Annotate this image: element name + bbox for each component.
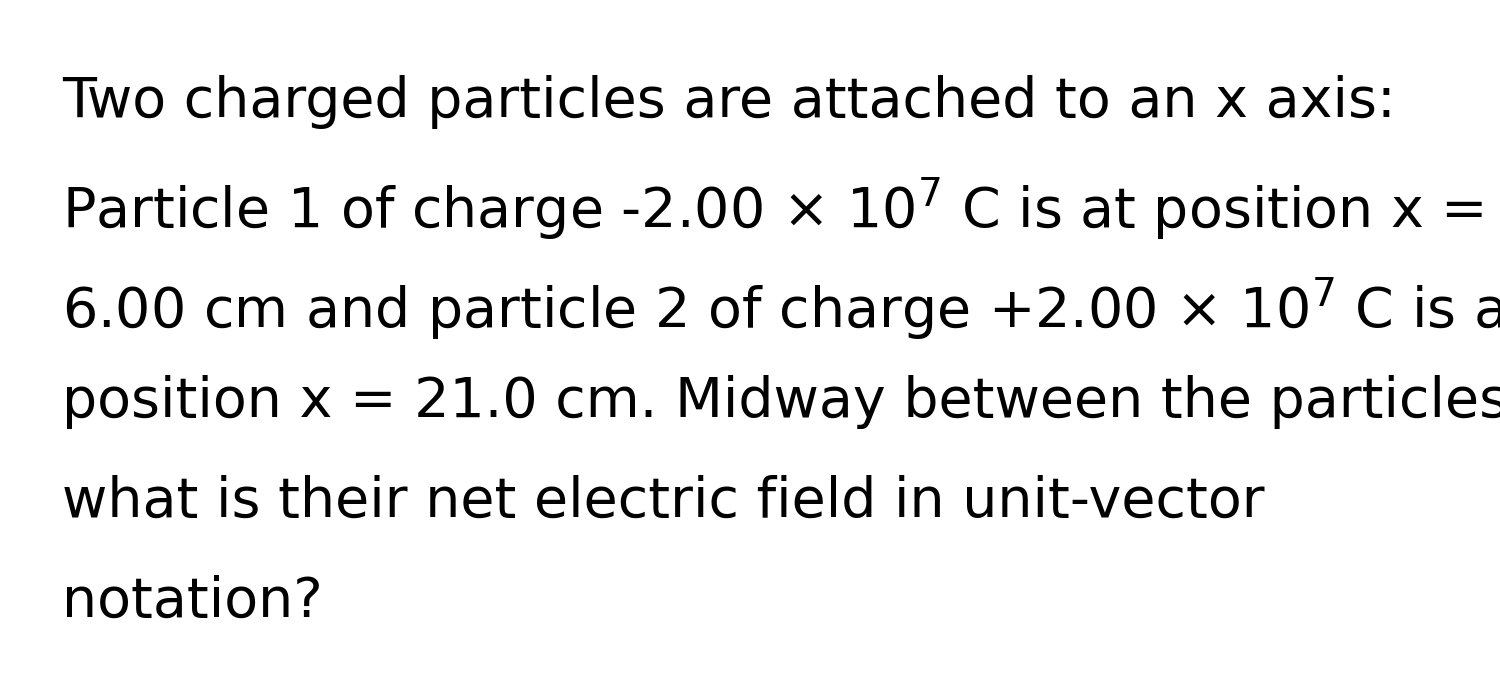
Text: 6.00 cm and particle 2 of charge +2.00 × 10$^7$ C is at: 6.00 cm and particle 2 of charge +2.00 ×…: [62, 275, 1500, 342]
Text: Two charged particles are attached to an x axis:: Two charged particles are attached to an…: [62, 75, 1395, 129]
Text: Particle 1 of charge -2.00 × 10$^7$ C is at position x =: Particle 1 of charge -2.00 × 10$^7$ C is…: [62, 175, 1484, 242]
Text: what is their net electric field in unit-vector: what is their net electric field in unit…: [62, 475, 1264, 529]
Text: position x = 21.0 cm. Midway between the particles,: position x = 21.0 cm. Midway between the…: [62, 375, 1500, 429]
Text: notation?: notation?: [62, 575, 322, 629]
